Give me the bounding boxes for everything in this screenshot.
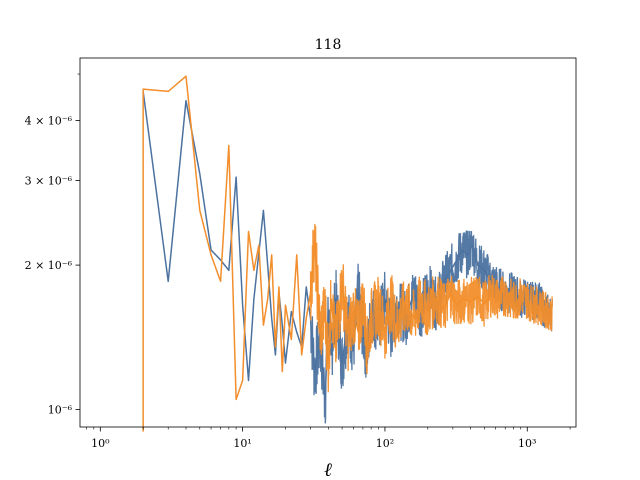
x-tick-label: 10⁰ [91, 437, 110, 450]
y-tick-label: 3 × 10⁻⁶ [25, 175, 73, 188]
x-axis-ticks: 10⁰ 10¹ 10² 10³ [86, 427, 571, 450]
y-tick-label: 10⁻⁶ [48, 404, 73, 417]
noise-layer [309, 223, 553, 424]
chart-title: 118 [315, 37, 342, 53]
plot-frame [79, 57, 577, 428]
series-oscillation-2 [309, 223, 553, 393]
y-tick-label: 4 × 10⁻⁶ [25, 115, 73, 128]
x-tick-label: 10³ [518, 437, 536, 450]
y-axis-ticks: 10⁻⁶ 2 × 10⁻⁶ 3 × 10⁻⁶ 4 × 10⁻⁶ [25, 73, 80, 417]
x-axis-label: ℓ [324, 459, 332, 480]
x-tick-label: 10² [376, 437, 394, 450]
y-tick-label: 2 × 10⁻⁶ [25, 259, 73, 272]
x-tick-label: 10¹ [233, 437, 251, 450]
